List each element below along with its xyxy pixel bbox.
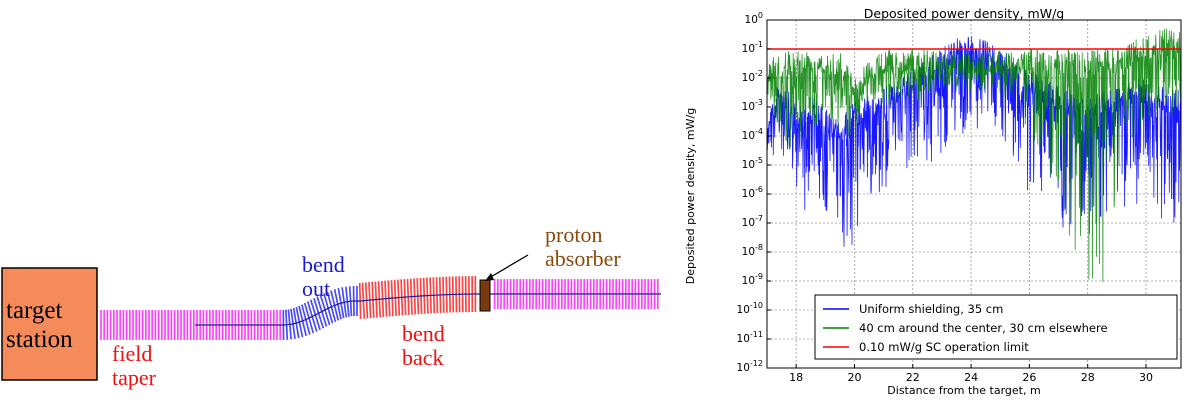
legend-entry: 40 cm around the center, 30 cm elsewhere (859, 321, 1108, 335)
power-density-chart: Deposited power density, mW/g 18 20 22 24 26… (684, 6, 1182, 397)
chart-axes: 18 20 22 24 26 28 30 100 10-1 10-2 10-3 10-4 10-5 10-… (737, 11, 1182, 384)
absorber-pointer-arrow (488, 254, 529, 279)
y-tick-label: 10-5 (742, 156, 763, 171)
plot-frame (766, 19, 1182, 369)
y-tick-label: 10-7 (742, 214, 763, 229)
y-tick-label: 10-3 (742, 98, 763, 113)
x-tick-label: 26 (1022, 371, 1036, 384)
y-tick-label: 10-4 (742, 127, 763, 142)
plot-area (766, 28, 1182, 282)
legend-entry: Uniform shielding, 35 cm (859, 302, 1003, 316)
solenoid-coils (100, 276, 659, 341)
y-tick-label: 10-6 (742, 185, 763, 200)
legend-entry: 0.10 mW/g SC operation limit (859, 340, 1029, 354)
legend-box (814, 294, 1178, 360)
bend-back-label: bend back (402, 321, 445, 370)
x-tick-label: 18 (789, 371, 803, 384)
proton-absorber-block (479, 279, 491, 312)
target-station-label: target station (6, 297, 73, 353)
x-tick-label: 30 (1139, 371, 1153, 384)
y-tick-label: 10-1 (742, 40, 763, 55)
y-tick-label: 100 (745, 11, 763, 26)
arrow-head (485, 273, 494, 281)
chart-legend: Uniform shielding, 35 cm 40 cm around the… (814, 294, 1178, 360)
proton-absorber-label: proton absorber (545, 222, 621, 271)
y-tick-label: 10-8 (742, 243, 763, 258)
x-tick-label: 24 (964, 371, 978, 384)
y-tick-label: 10-11 (737, 330, 763, 345)
x-tick-label: 28 (1081, 371, 1095, 384)
chart-title: Deposited power density, mW/g (864, 6, 1064, 21)
bend-out-label: bend out (302, 252, 345, 301)
beam-axis (195, 293, 661, 326)
beamline-diagram (1, 254, 661, 381)
y-tick-label: 10-2 (742, 69, 763, 84)
y-tick-label: 10-12 (737, 359, 763, 374)
x-tick-label: 20 (847, 371, 861, 384)
field-taper-label: field taper (112, 341, 156, 390)
y-tick-label: 10-10 (737, 301, 763, 316)
target-station-box (1, 267, 98, 381)
y-tick-label: 10-9 (742, 272, 763, 287)
x-tick-label: 22 (906, 371, 920, 384)
x-axis-label: Distance from the target, m (887, 384, 1040, 397)
series-line-40cm-center (766, 28, 1182, 282)
y-axis-label: Deposited power density, mW/g (684, 108, 697, 284)
